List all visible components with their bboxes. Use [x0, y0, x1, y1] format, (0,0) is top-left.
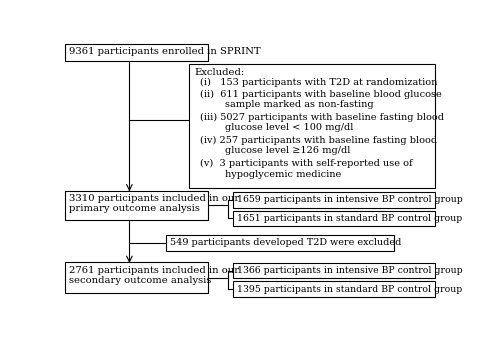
Text: 1366 participants in intensive BP control group: 1366 participants in intensive BP contro… [237, 266, 463, 275]
FancyBboxPatch shape [165, 235, 394, 251]
Text: 1395 participants in standard BP control group: 1395 participants in standard BP control… [237, 284, 462, 294]
FancyBboxPatch shape [65, 262, 208, 293]
Text: 549 participants developed T2D were excluded: 549 participants developed T2D were excl… [169, 238, 401, 247]
FancyBboxPatch shape [233, 192, 434, 208]
Text: (iv) 257 participants with baseline fasting blood
        glucose level ≥126 mg/: (iv) 257 participants with baseline fast… [200, 136, 437, 155]
Text: 1651 participants in standard BP control group: 1651 participants in standard BP control… [237, 214, 462, 223]
FancyBboxPatch shape [233, 211, 434, 226]
FancyBboxPatch shape [65, 44, 208, 61]
Text: (ii)  611 participants with baseline blood glucose
        sample marked as non-: (ii) 611 participants with baseline bloo… [200, 90, 442, 109]
FancyBboxPatch shape [65, 191, 208, 220]
Text: (i)   153 participants with T2D at randomization: (i) 153 participants with T2D at randomi… [200, 78, 437, 87]
Text: Excluded:: Excluded: [194, 68, 244, 77]
Text: (v)  3 participants with self-reported use of
        hypoglycemic medicine: (v) 3 participants with self-reported us… [200, 159, 412, 179]
FancyBboxPatch shape [233, 281, 434, 297]
FancyBboxPatch shape [189, 64, 435, 188]
Text: (iii) 5027 participants with baseline fasting blood
        glucose level < 100 : (iii) 5027 participants with baseline fa… [200, 113, 444, 132]
Text: 2761 participants included in our
secondary outcome analysis: 2761 participants included in our second… [69, 266, 239, 285]
Text: 3310 participants included in our
primary outcome analysis: 3310 participants included in our primar… [69, 194, 239, 213]
Text: 9361 participants enrolled in SPRINT: 9361 participants enrolled in SPRINT [69, 48, 261, 56]
Text: 1659 participants in intensive BP control group: 1659 participants in intensive BP contro… [237, 195, 463, 204]
FancyBboxPatch shape [233, 263, 434, 278]
